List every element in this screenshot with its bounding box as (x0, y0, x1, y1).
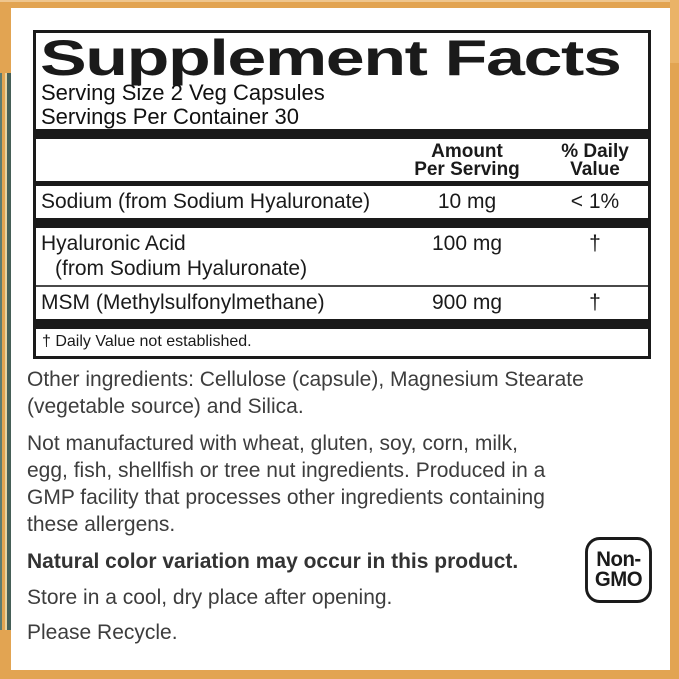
ingredient-amount: 10 mg (437, 190, 497, 213)
ingredient-name: Hyaluronic Acid (from Sodium Hyaluronate… (36, 231, 392, 281)
ingredient-amount: 900 mg (431, 291, 503, 314)
ingredient-name: MSM (Methylsulfonylmethane) (41, 291, 325, 314)
allergen-statement-text: Not manufactured with wheat, gluten, soy… (27, 432, 546, 536)
ingredient-amount: 100 mg (431, 232, 503, 255)
servings-per-container: Servings Per Container 30 (41, 104, 300, 129)
header-percent-daily-value: % Daily Value (561, 141, 629, 180)
ingredient-name: Sodium (from Sodium Hyaluronate) (41, 190, 371, 213)
divider-medium (36, 181, 648, 186)
left-accent-strip-teal (7, 73, 11, 630)
daily-value-footnote: † Daily Value not established. (42, 333, 252, 350)
divider-thick (36, 129, 648, 139)
non-gmo-badge: Non- GMO (585, 537, 652, 603)
left-accent-strip-outer (0, 73, 2, 630)
header-spacer (36, 143, 392, 178)
non-gmo-badge-line1: Non- (596, 548, 641, 571)
left-accent-strip-tan (5, 73, 7, 630)
ingredient-daily-value: † (589, 291, 601, 314)
table-row-msm: MSM (Methylsulfonylmethane) 900 mg † (36, 287, 648, 319)
divider-thick (36, 319, 648, 329)
non-gmo-badge-line2: GMO (594, 568, 643, 591)
supplement-facts-panel: Supplement Facts Serving Size 2 Veg Caps… (33, 30, 651, 359)
ingredient-daily-value: < 1% (570, 190, 620, 213)
top-border-highlight (0, 0, 679, 2)
ingredient-daily-value: † (589, 232, 601, 255)
ingredient-name-source: (from Sodium Hyaluronate) (55, 257, 308, 280)
ingredient-name-main: Hyaluronic Acid (41, 232, 186, 255)
color-variation-note: Natural color variation may occur in thi… (27, 550, 519, 573)
other-ingredients-text: Other ingredients: Cellulose (capsule), … (27, 368, 584, 418)
serving-size: Serving Size 2 Veg Capsules (41, 80, 325, 105)
right-border-highlight (670, 0, 679, 63)
panel-title: Supplement Facts (40, 30, 622, 86)
storage-instructions: Store in a cool, dry place after opening… (27, 586, 393, 609)
table-row-hyaluronic-acid: Hyaluronic Acid (from Sodium Hyaluronate… (36, 228, 648, 285)
table-header-row: Amount Per Serving % Daily Value (36, 139, 648, 181)
divider-thin (36, 285, 648, 287)
divider-thick (36, 218, 648, 228)
header-amount-per-serving: Amount Per Serving (414, 141, 520, 180)
table-row-sodium: Sodium (from Sodium Hyaluronate) 10 mg <… (36, 186, 648, 218)
recycle-note: Please Recycle. (27, 621, 178, 644)
additional-info: Other ingredients: Cellulose (capsule), … (27, 366, 671, 656)
